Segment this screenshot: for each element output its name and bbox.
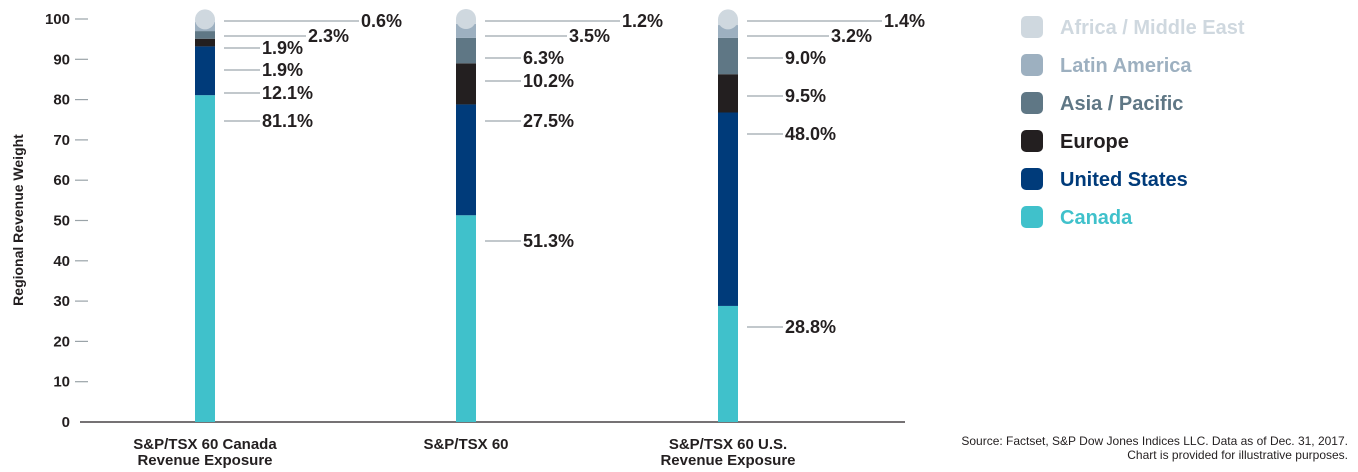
y-tick-label: 50	[53, 213, 70, 230]
x-category-label: S&P/TSX 60 Canada	[133, 436, 277, 453]
data-label: 1.2%	[622, 11, 663, 31]
data-label: 0.6%	[361, 11, 402, 31]
data-label: 9.5%	[785, 86, 826, 106]
data-label: 1.4%	[884, 11, 925, 31]
legend-label: United States	[1060, 169, 1188, 191]
legend-swatch	[1021, 92, 1043, 114]
legend-swatch	[1021, 16, 1043, 38]
bar-segment-asia-pacific	[195, 31, 215, 39]
y-tick-label: 40	[53, 253, 70, 270]
bar-top-cap	[456, 9, 476, 29]
source-note: Source: Factset, S&P Dow Jones Indices L…	[961, 434, 1348, 448]
data-label: 27.5%	[523, 111, 574, 131]
data-label: 3.5%	[569, 26, 610, 46]
x-category-label: S&P/TSX 60	[423, 436, 508, 453]
bar-segment-europe	[195, 38, 215, 47]
bar-segment-united-states	[718, 112, 738, 306]
x-category-label: Revenue Exposure	[137, 452, 272, 469]
data-label: 81.1%	[262, 111, 313, 131]
legend-label: Africa / Middle East	[1060, 17, 1245, 39]
data-label: 1.9%	[262, 38, 303, 58]
y-tick-label: 100	[45, 11, 70, 28]
data-label: 10.2%	[523, 71, 574, 91]
bar-segment-canada	[456, 215, 476, 422]
y-tick-label: 60	[53, 172, 70, 189]
legend-label: Canada	[1060, 207, 1133, 229]
y-tick-label: 0	[62, 414, 70, 431]
bar-segment-latin-america	[718, 25, 738, 38]
legend-label: Asia / Pacific	[1060, 93, 1183, 115]
y-tick-label: 20	[53, 333, 70, 350]
bar-segment-europe	[718, 74, 738, 113]
data-label: 2.3%	[308, 26, 349, 46]
y-tick-label: 70	[53, 132, 70, 149]
bar-segment-asia-pacific	[456, 37, 476, 64]
data-label: 9.0%	[785, 48, 826, 68]
bar-segment-united-states	[195, 46, 215, 96]
data-label: 1.9%	[262, 60, 303, 80]
data-label: 12.1%	[262, 83, 313, 103]
bar-segment-canada	[195, 95, 215, 423]
y-axis-title: Regional Revenue Weight	[10, 134, 26, 306]
bar-top-cap	[195, 9, 215, 30]
legend-swatch	[1021, 54, 1043, 76]
legend-swatch	[1021, 168, 1043, 190]
data-label: 3.2%	[831, 26, 872, 46]
y-tick-label: 90	[53, 51, 70, 68]
x-category-label: S&P/TSX 60 U.S.	[669, 436, 787, 453]
bar-top-cap	[718, 9, 738, 30]
legend-label: Latin America	[1060, 55, 1192, 77]
legend-swatch	[1021, 206, 1043, 228]
data-label: 48.0%	[785, 124, 836, 144]
data-label: 28.8%	[785, 317, 836, 337]
x-category-label: Revenue Exposure	[660, 452, 795, 469]
bar-segment-europe	[456, 63, 476, 105]
source-note: Chart is provided for illustrative purpo…	[1127, 448, 1348, 462]
legend-label: Europe	[1060, 131, 1129, 153]
bar-segment-canada	[718, 305, 738, 422]
bar-segment-united-states	[456, 104, 476, 216]
y-tick-label: 30	[53, 293, 70, 310]
data-label: 51.3%	[523, 231, 574, 251]
y-tick-label: 80	[53, 92, 70, 109]
y-tick-label: 10	[53, 374, 70, 391]
data-label: 6.3%	[523, 48, 564, 68]
legend-swatch	[1021, 130, 1043, 152]
bar-segment-asia-pacific	[718, 37, 738, 75]
